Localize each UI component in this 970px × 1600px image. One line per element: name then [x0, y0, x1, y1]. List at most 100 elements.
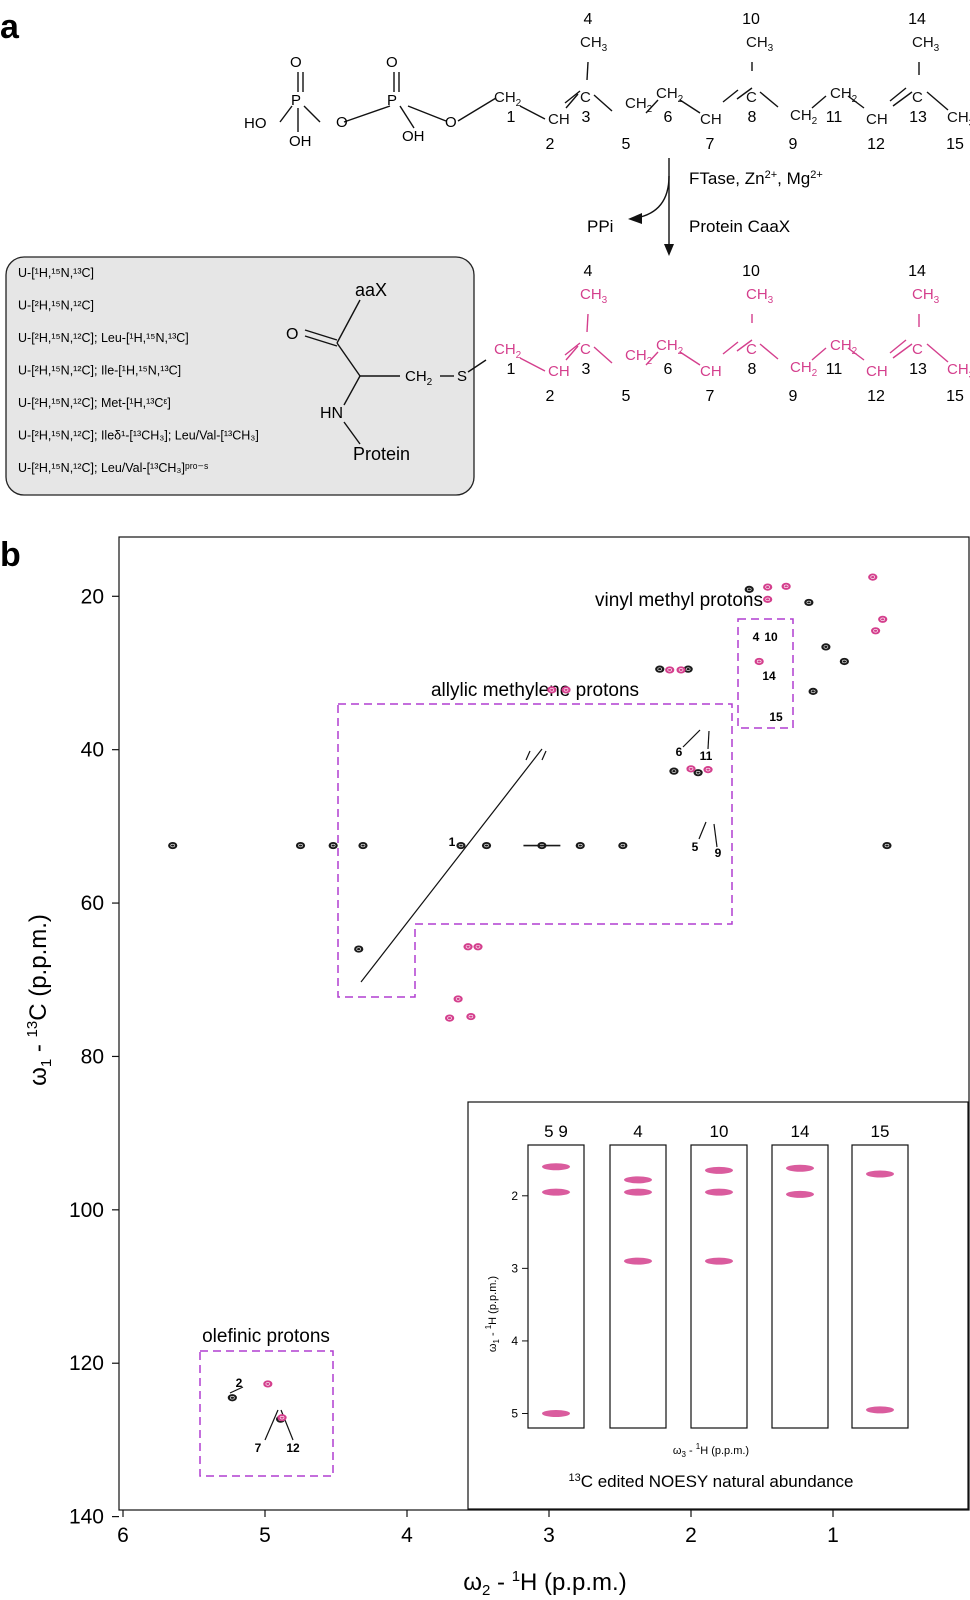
black-cross-peak-contour	[810, 689, 816, 694]
reaction-byproduct: PPi	[587, 217, 613, 236]
labeling-scheme-5: U-[²H,¹⁵N,¹²C]; Met-[¹H,¹³Cᵋ]	[18, 396, 171, 410]
noesy-cross-peak	[705, 1257, 733, 1265]
fpp-atom: CH	[700, 111, 722, 128]
magenta-cross-peak-contour	[563, 688, 569, 692]
farnesyl-atom: C	[746, 341, 757, 358]
farnesyl-carbon-number: 4	[584, 263, 593, 280]
magenta-cross-peak	[561, 686, 571, 694]
peak-label-10: 10	[764, 630, 778, 644]
noesy-strips: 5 9 4 10 14 15 2 3 4 5	[511, 1122, 909, 1429]
fpp-bond	[565, 93, 579, 109]
black-cross-peak	[744, 585, 754, 593]
farnesyl-atom: CH2	[625, 347, 653, 367]
thioether-sulfur: S	[457, 368, 467, 385]
magenta-cross-peak-contour	[765, 585, 770, 589]
farnesyl-chain: CH2CHCCH2CH2CHCCH2CH2CHCCH3CH3CH3CH34101…	[494, 263, 970, 405]
reaction-arrow	[628, 158, 674, 256]
pyro-ho-label: HO	[244, 115, 267, 132]
farnesyl-carbon-number: 9	[789, 388, 798, 405]
labeling-scheme-list: U-[¹H,¹⁵N,¹³C] U-[²H,¹⁵N,¹²C] U-[²H,¹⁵N,¹²…	[18, 266, 259, 475]
black-cross-peak	[882, 841, 892, 850]
fpp-carbon-number: 13	[909, 109, 927, 126]
inset-x-axis-title: ω3 - 1H (p.p.m.)	[673, 1442, 749, 1459]
fpp-methyl: CH3	[580, 34, 608, 54]
fpp-carbon-number: 9	[789, 136, 798, 153]
farnesyl-bond	[679, 351, 701, 366]
labeling-scheme-4: U-[²H,¹⁵N,¹²C]; Ile-[¹H,¹⁵N,¹³C]	[18, 364, 181, 378]
peak-label-1: 1	[449, 835, 456, 849]
fpp-bond	[722, 89, 739, 103]
magenta-cross-peak	[453, 995, 463, 1003]
magenta-cross-peak-contour	[667, 668, 673, 672]
fpp-carbon-number: 8	[748, 109, 757, 126]
farnesyl-bond	[722, 341, 739, 355]
farnesyl-bond	[811, 347, 827, 361]
inset-y-tick-label: 2	[511, 1189, 518, 1203]
fpp-atom: CH2	[494, 89, 522, 109]
fpp-carbon-number: 10	[742, 11, 760, 28]
noesy-cross-peak	[624, 1176, 652, 1184]
y-tick-label: 40	[81, 739, 104, 762]
fpp-atom: CH2	[790, 107, 818, 127]
fpp-carbon-number: 11	[826, 109, 843, 126]
allylic-region-box	[337, 703, 733, 998]
noesy-cross-peak	[624, 1188, 652, 1196]
farnesyl-carbon-number: 12	[867, 388, 885, 405]
noesy-cross-peak	[866, 1406, 894, 1414]
magenta-cross-peak	[703, 766, 713, 774]
x-tick-label: 3	[543, 1524, 555, 1547]
fpp-carbon-number: 6	[664, 109, 673, 126]
black-cross-peak	[669, 767, 679, 775]
noesy-cross-peak	[866, 1170, 894, 1178]
olefinic-region-box	[199, 1350, 334, 1477]
magenta-cross-peak-contour	[455, 997, 461, 1001]
magenta-cross-peak	[473, 943, 483, 951]
y-tick-label: 80	[81, 1045, 104, 1068]
y-tick-label: 140	[69, 1506, 104, 1529]
pyro-ester-oxygen: O	[445, 114, 457, 131]
black-cross-peak	[295, 841, 306, 850]
farnesyl-bond	[565, 345, 579, 361]
black-cross-peak	[618, 841, 628, 850]
magenta-cross-peak	[763, 583, 773, 591]
farnesyl-carbon-number: 8	[748, 361, 757, 378]
fpp-atom: CH	[866, 111, 888, 128]
fpp-carbon-number: 5	[622, 136, 631, 153]
magenta-cross-peak-contour	[705, 767, 711, 772]
farnesyl-carbon-number: 7	[706, 388, 715, 405]
black-cross-peak	[328, 841, 338, 850]
y-tick-label: 100	[69, 1199, 104, 1222]
y-tick-label: 120	[69, 1352, 104, 1375]
black-cross-peak-contour	[330, 843, 336, 848]
magenta-cross-peak-contour	[870, 575, 876, 579]
x-tick-label: 6	[117, 1524, 129, 1547]
magenta-cross-peak	[263, 1380, 273, 1388]
black-cross-peak	[821, 643, 831, 651]
farnesyl-bond	[645, 351, 659, 366]
magenta-cross-peak	[676, 666, 686, 674]
magenta-cross-peak-contour	[447, 1016, 452, 1020]
fpp-carbon-number: 4	[584, 11, 593, 28]
peak-label-9: 9	[715, 846, 722, 860]
farnesyl-atom: CH2	[494, 341, 522, 361]
allylic-region-label: allylic methylene protons	[431, 680, 639, 701]
noesy-strip-2	[609, 1144, 667, 1429]
black-cross-peak-contour	[356, 947, 362, 951]
black-cross-peak	[358, 841, 368, 850]
noesy-cross-peak	[542, 1188, 570, 1196]
noesy-cross-peak	[624, 1257, 652, 1265]
black-cross-peak-contour	[746, 587, 752, 592]
fpp-methyl: CH3	[746, 34, 774, 54]
x-tick-label: 1	[827, 1524, 839, 1547]
black-cross-peak	[804, 598, 814, 607]
black-cross-peak-contour	[695, 770, 701, 775]
black-cross-peak	[693, 769, 703, 777]
farnesyl-atom: C	[580, 341, 591, 358]
farnesyl-carbon-number: 13	[909, 361, 927, 378]
protein-label: Protein	[353, 444, 410, 464]
black-cross-peak-contour	[577, 843, 583, 848]
farnesyl-double-bond	[736, 339, 753, 352]
farnesyl-carbon-number: 14	[908, 263, 926, 280]
pyro-oh-label-1: OH	[289, 133, 312, 150]
